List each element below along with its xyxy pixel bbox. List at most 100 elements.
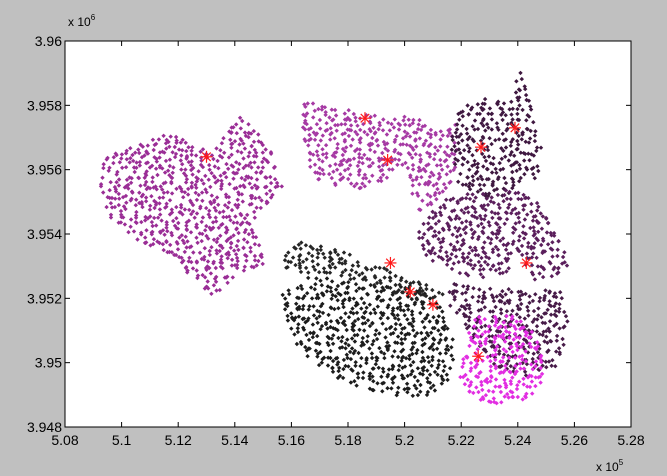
data-point (374, 289, 380, 294)
data-point (458, 171, 463, 177)
data-point (410, 155, 415, 160)
data-point (111, 155, 116, 160)
data-point (469, 227, 474, 232)
data-point (175, 226, 181, 231)
data-point (450, 134, 455, 139)
data-point (482, 317, 487, 322)
data-point (462, 314, 467, 319)
data-point (432, 325, 437, 331)
data-point (246, 122, 251, 127)
data-point (151, 185, 156, 190)
data-point (466, 318, 472, 323)
data-point (310, 101, 316, 106)
data-point (517, 379, 522, 384)
data-point (292, 245, 297, 250)
data-point (306, 307, 311, 312)
data-point (216, 166, 221, 171)
data-point (229, 152, 234, 157)
data-point (241, 165, 246, 171)
data-point (207, 208, 212, 213)
data-point (488, 267, 493, 272)
data-point (368, 163, 373, 169)
data-point (509, 112, 514, 117)
data-point (130, 190, 135, 195)
data-point (447, 130, 452, 136)
centroid-marker (508, 121, 521, 134)
data-point (193, 153, 199, 158)
data-point (151, 237, 157, 242)
data-point (305, 101, 310, 106)
data-point (481, 123, 486, 128)
data-point (199, 158, 204, 163)
data-point (179, 205, 184, 210)
data-point (219, 155, 225, 160)
data-point (360, 335, 365, 341)
data-point (315, 247, 320, 253)
data-point (453, 148, 458, 154)
data-point (531, 251, 536, 256)
data-point (361, 176, 366, 181)
data-point (550, 240, 555, 245)
data-point (445, 221, 450, 226)
data-point (488, 399, 494, 405)
data-point (373, 310, 378, 316)
data-point (527, 384, 533, 390)
x-tick-label: 5.14 (221, 432, 248, 448)
data-point (323, 112, 328, 118)
data-point (485, 354, 490, 360)
data-point (407, 356, 412, 362)
data-point (385, 141, 390, 146)
data-point (224, 214, 229, 220)
data-point (381, 380, 386, 386)
data-point (460, 109, 465, 114)
data-point (518, 175, 523, 181)
data-point (329, 257, 335, 262)
data-point (489, 117, 495, 122)
data-point (183, 234, 188, 239)
data-point (453, 130, 458, 135)
data-point (465, 377, 470, 382)
x-tick-label: 5.26 (561, 432, 588, 448)
data-point (403, 134, 409, 139)
data-point (315, 333, 320, 339)
data-point (308, 285, 314, 290)
data-point (548, 303, 554, 309)
data-point (312, 162, 318, 167)
x-tick-label: 5.22 (448, 432, 475, 448)
data-point (420, 235, 425, 240)
data-point (358, 363, 363, 369)
data-point (189, 148, 194, 153)
data-point (422, 182, 428, 187)
data-point (143, 199, 149, 204)
data-point (333, 123, 338, 128)
data-point (548, 246, 553, 251)
data-point (534, 200, 540, 206)
data-point (540, 214, 545, 219)
data-point (207, 252, 212, 258)
data-point (331, 333, 336, 338)
data-point (145, 151, 151, 156)
data-point (379, 178, 384, 184)
data-point (183, 180, 189, 185)
data-point (479, 121, 484, 126)
data-point (374, 138, 379, 143)
data-point (477, 339, 483, 344)
data-point (475, 176, 481, 182)
data-point (192, 215, 197, 220)
data-point (472, 127, 477, 132)
data-point (453, 122, 458, 128)
data-point (386, 367, 392, 372)
data-point (398, 152, 403, 157)
data-point (415, 193, 421, 198)
data-point (549, 233, 554, 238)
data-point (530, 319, 535, 325)
data-point (139, 219, 144, 225)
data-point (521, 207, 526, 212)
data-point (473, 365, 478, 370)
data-point (520, 357, 525, 362)
data-point (153, 166, 159, 171)
data-point (343, 311, 348, 316)
data-point (460, 291, 465, 296)
data-point (508, 152, 513, 157)
data-point (421, 143, 426, 148)
